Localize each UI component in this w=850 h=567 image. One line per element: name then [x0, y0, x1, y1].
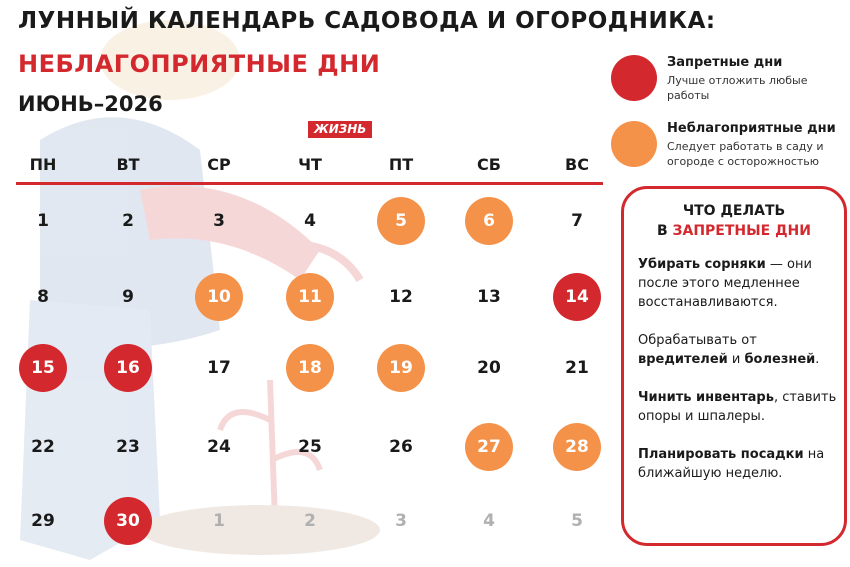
calendar-day-unfavorable: 5	[377, 197, 425, 245]
calendar-day-normal: 25	[298, 437, 322, 457]
weekday-label: ПН	[29, 155, 57, 174]
calendar-day-normal: 26	[389, 437, 413, 457]
page-title: ЛУННЫЙ КАЛЕНДАРЬ САДОВОДА И ОГОРОДНИКА:	[18, 8, 716, 34]
weekday-label: ВТ	[116, 155, 140, 174]
advice-planning: Планировать посадки на ближайшую неделю.	[638, 447, 825, 481]
advice-pests: Обрабатывать от вредителей и болезней.	[638, 333, 820, 367]
legend-unfavorable: Неблагоприятные дни Следует работать в с…	[611, 121, 846, 181]
forbidden-color-swatch	[611, 55, 657, 101]
brand-logo: ЖИЗНЬ	[308, 121, 373, 138]
calendar-day-normal: 1	[37, 211, 49, 231]
calendar-day-normal: 9	[122, 287, 134, 307]
header-divider	[16, 182, 603, 185]
weekday-label: СБ	[477, 155, 501, 174]
legend-title: Запретные дни	[667, 55, 783, 70]
legend-description: Следует работать в саду и огороде с осто…	[667, 140, 824, 168]
calendar-day-unfavorable: 27	[465, 423, 513, 471]
month-label: ИЮНЬ–2026	[18, 92, 163, 116]
weekday-label: СР	[207, 155, 231, 174]
advice-tools: Чинить инвентарь, ставить опоры и шпалер…	[638, 390, 837, 424]
calendar-day-unfavorable: 19	[377, 344, 425, 392]
advice-weeds: Убирать сорняки — они после этого медлен…	[638, 257, 812, 310]
calendar-day-unfavorable: 10	[195, 273, 243, 321]
advice-list: Убирать сорняки — они после этого медлен…	[638, 255, 838, 502]
calendar-day-normal: 29	[31, 511, 55, 531]
page-subtitle: НЕБЛАГОПРИЯТНЫЕ ДНИ	[18, 50, 381, 78]
calendar-day-unfavorable: 6	[465, 197, 513, 245]
calendar-day-outside-month: 5	[571, 511, 583, 531]
advice-heading-line1: ЧТО ДЕЛАТЬ	[682, 203, 786, 219]
calendar-day-outside-month: 1	[213, 511, 225, 531]
advice-heading-highlight: ЗАПРЕТНЫЕ ДНИ	[672, 223, 811, 239]
unfavorable-color-swatch	[611, 121, 657, 167]
calendar-day-forbidden: 15	[19, 344, 67, 392]
calendar-day-unfavorable: 18	[286, 344, 334, 392]
calendar-day-normal: 20	[477, 358, 501, 378]
calendar-day-unfavorable: 28	[553, 423, 601, 471]
calendar-day-normal: 21	[565, 358, 589, 378]
calendar-day-forbidden: 14	[553, 273, 601, 321]
advice-panel: ЧТО ДЕЛАТЬ В ЗАПРЕТНЫЕ ДНИ Убирать сорня…	[621, 186, 847, 546]
calendar-day-normal: 8	[37, 287, 49, 307]
calendar-day-normal: 24	[207, 437, 231, 457]
legend-title: Неблагоприятные дни	[667, 121, 836, 136]
calendar-day-outside-month: 4	[483, 511, 495, 531]
calendar-day-forbidden: 16	[104, 344, 152, 392]
calendar-day-normal: 7	[571, 211, 583, 231]
calendar-grid: 1 2 3 4 5 6 7 8 9 10 11 12 13 14 15 16 17 18 19 20 21 22 23 24 2…	[19, 197, 601, 545]
calendar-day-normal: 3	[213, 211, 225, 231]
calendar-day-normal: 4	[304, 211, 316, 231]
weekday-label: ПТ	[388, 155, 414, 174]
weekday-label: ЧТ	[298, 155, 322, 174]
calendar-day-outside-month: 2	[304, 511, 316, 531]
legend-description: Лучше отложить любые работы	[667, 74, 808, 102]
calendar-day-unfavorable: 11	[286, 273, 334, 321]
calendar-day-normal: 13	[477, 287, 501, 307]
calendar-day-outside-month: 3	[395, 511, 407, 531]
calendar-day-normal: 2	[122, 211, 134, 231]
weekday-header: ПН ВТ СР ЧТ ПТ СБ ВС	[0, 155, 620, 177]
calendar-day-forbidden: 30	[104, 497, 152, 545]
calendar-day-normal: 23	[116, 437, 140, 457]
calendar-day-normal: 17	[207, 358, 231, 378]
legend-forbidden: Запретные дни Лучше отложить любые работ…	[611, 55, 846, 115]
advice-heading: ЧТО ДЕЛАТЬ В ЗАПРЕТНЫЕ ДНИ	[624, 201, 844, 241]
advice-heading-prefix: В	[657, 223, 668, 239]
calendar-day-normal: 22	[31, 437, 55, 457]
calendar-day-normal: 12	[389, 287, 413, 307]
weekday-label: ВС	[565, 155, 589, 174]
